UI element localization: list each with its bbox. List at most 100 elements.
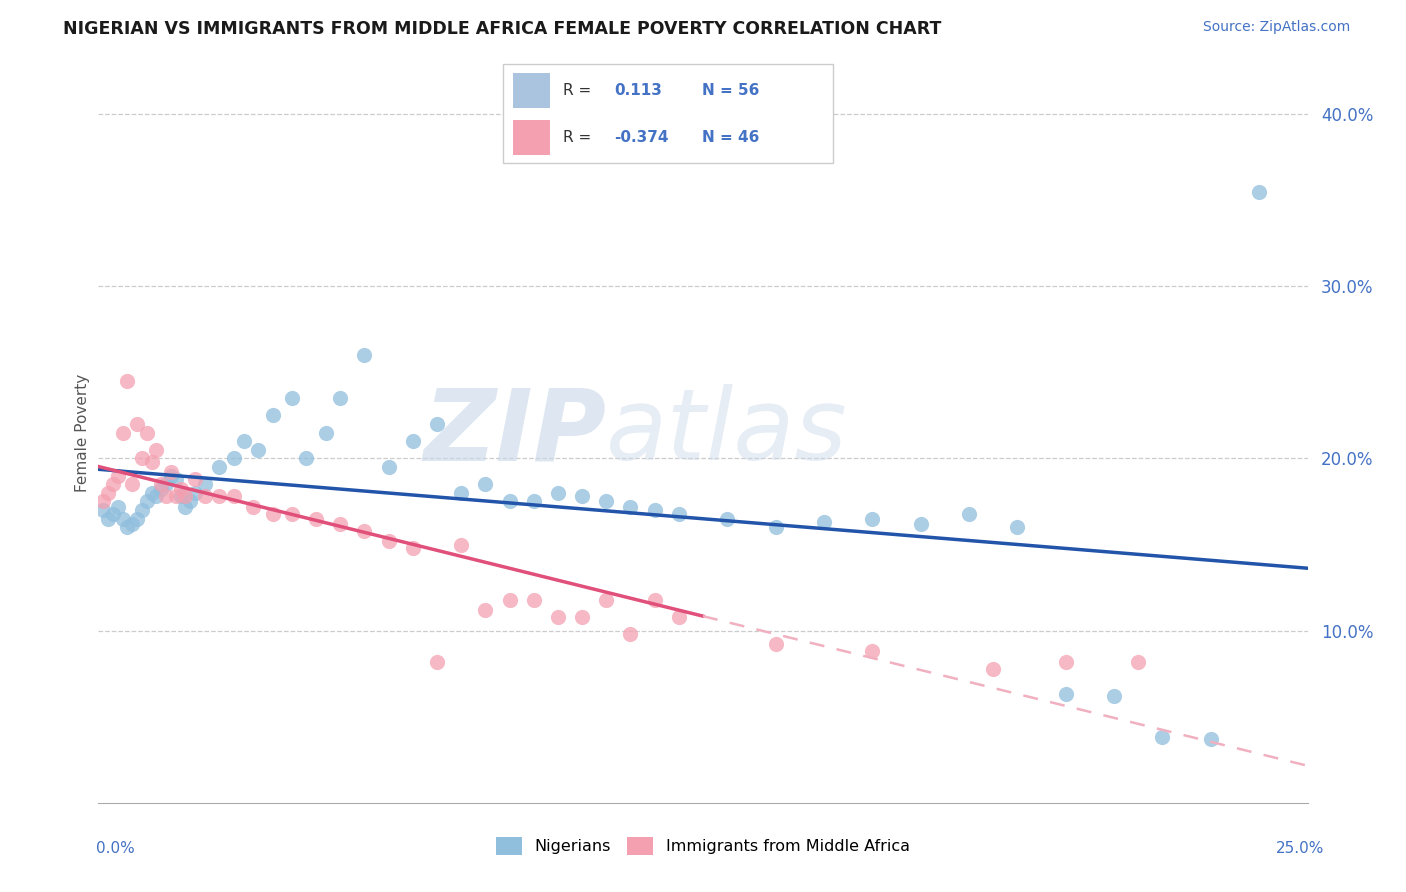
Point [222,489,245,503]
Point [498,494,520,508]
Point [474,603,496,617]
Point [117,520,139,534]
Point [377,534,399,549]
Point [117,374,139,388]
Point [547,486,569,500]
Point [765,637,787,651]
Point [121,516,143,531]
Point [131,451,153,466]
Point [1054,687,1077,701]
Point [765,520,787,534]
Point [247,442,270,457]
Point [150,477,173,491]
Point [135,425,157,440]
Point [426,417,449,431]
Point [145,489,167,503]
Point [1152,731,1174,745]
Point [242,500,264,514]
Point [1249,185,1271,199]
Point [957,507,980,521]
Point [595,494,617,508]
Point [329,391,352,405]
Point [402,541,425,555]
Point [184,472,207,486]
Point [523,494,546,508]
FancyBboxPatch shape [502,64,834,163]
Text: NIGERIAN VS IMMIGRANTS FROM MIDDLE AFRICA FEMALE POVERTY CORRELATION CHART: NIGERIAN VS IMMIGRANTS FROM MIDDLE AFRIC… [63,20,942,37]
Point [1199,732,1222,747]
Point [353,348,375,362]
Point [145,442,167,457]
FancyBboxPatch shape [513,73,550,108]
Point [121,477,143,491]
Point [222,451,245,466]
Point [1128,655,1150,669]
Point [127,417,149,431]
Point [141,486,163,500]
Point [910,516,932,531]
Point [179,494,201,508]
Point [135,494,157,508]
Point [155,477,177,491]
Point [174,500,197,514]
Text: ZIP: ZIP [423,384,606,481]
Text: 0.0%: 0.0% [96,841,135,856]
Point [169,483,191,497]
Point [208,460,231,475]
Point [160,465,183,479]
Point [547,610,569,624]
Point [194,489,217,503]
Text: atlas: atlas [606,384,848,481]
Point [232,434,254,449]
Text: Source: ZipAtlas.com: Source: ZipAtlas.com [1202,20,1350,34]
Point [813,515,835,529]
Point [262,409,284,423]
Point [668,610,690,624]
Point [111,425,134,440]
Point [165,472,187,486]
Point [127,512,149,526]
Point [97,486,120,500]
Point [644,592,666,607]
Text: 25.0%: 25.0% [1277,841,1324,856]
Point [315,425,337,440]
Point [281,507,304,521]
Point [619,627,641,641]
Point [571,610,593,624]
Text: 0.113: 0.113 [614,83,662,97]
Point [91,494,114,508]
Point [101,477,124,491]
Point [295,451,318,466]
Point [281,391,304,405]
Point [91,503,114,517]
Point [262,507,284,521]
Point [329,516,352,531]
Point [165,489,187,503]
Point [1102,689,1125,703]
Text: -0.374: -0.374 [614,130,668,145]
Point [155,489,177,503]
FancyBboxPatch shape [513,120,550,155]
Point [305,512,328,526]
Point [377,460,399,475]
Point [860,644,883,658]
Point [1007,520,1029,534]
Point [150,483,173,497]
Point [141,455,163,469]
Point [981,661,1004,675]
Point [107,500,129,514]
Point [426,655,449,669]
Point [101,507,124,521]
Point [668,507,690,521]
Point [450,486,472,500]
Point [523,592,546,607]
Point [184,486,207,500]
Text: R =: R = [564,130,592,145]
Point [619,500,641,514]
Point [194,477,217,491]
Point [498,592,520,607]
Point [208,489,231,503]
Point [450,537,472,551]
Legend: Nigerians, Immigrants from Middle Africa: Nigerians, Immigrants from Middle Africa [491,830,915,862]
Point [571,489,593,503]
